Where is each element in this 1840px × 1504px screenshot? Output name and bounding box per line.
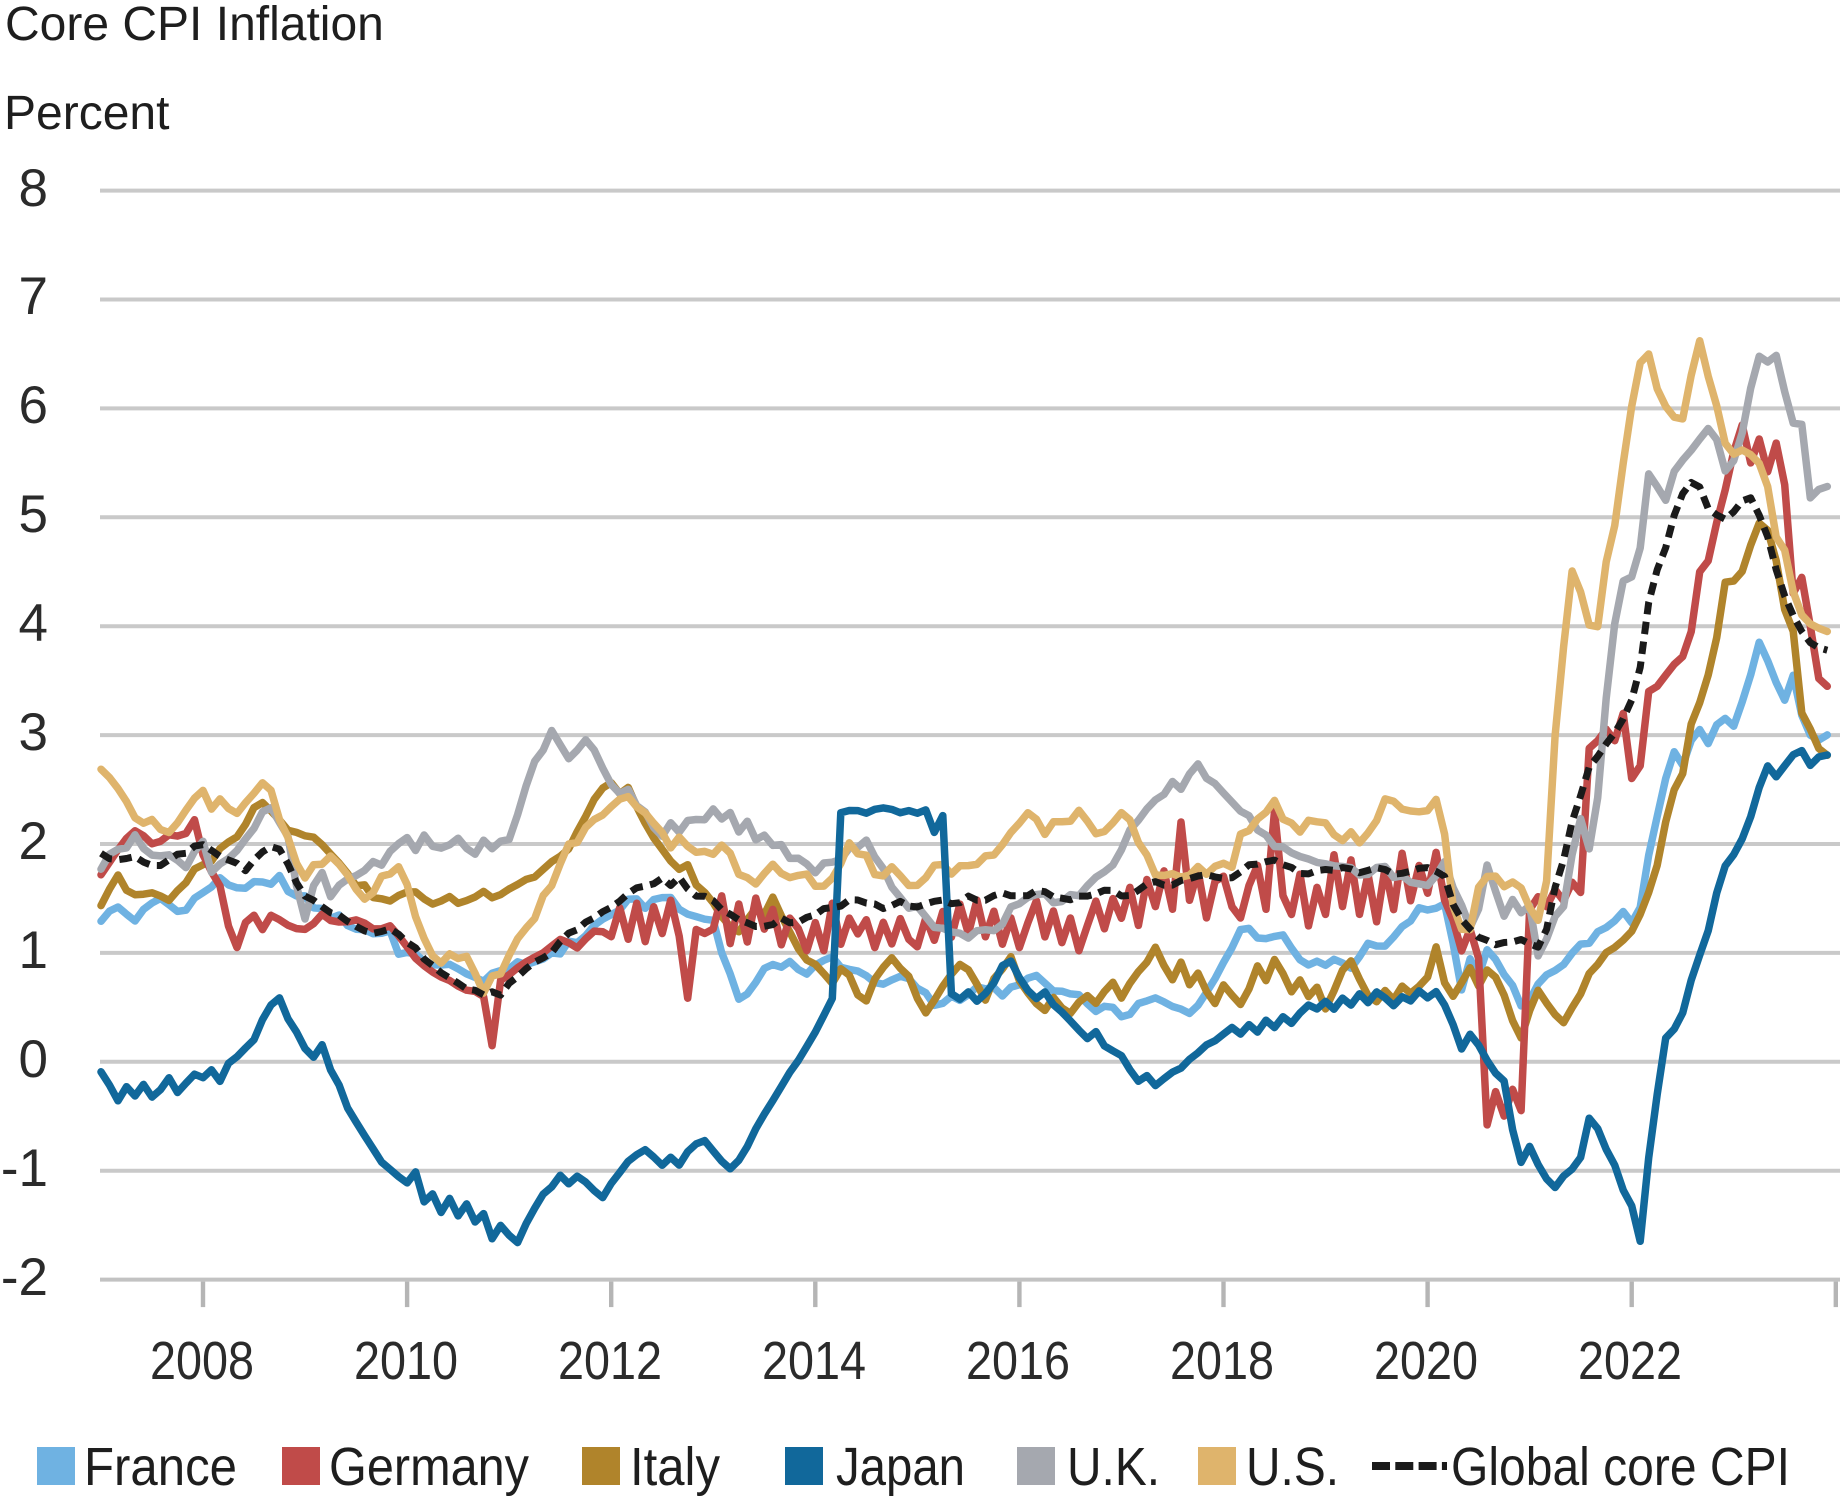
svg-text:-1: -1 <box>1 1139 48 1198</box>
svg-text:2012: 2012 <box>558 1331 662 1391</box>
svg-text:Germany: Germany <box>329 1437 529 1497</box>
svg-text:Global core CPI: Global core CPI <box>1451 1437 1790 1497</box>
svg-text:Core CPI Inflation: Core CPI Inflation <box>5 0 384 51</box>
svg-text:2: 2 <box>19 812 48 871</box>
svg-text:3: 3 <box>19 703 48 762</box>
svg-text:2016: 2016 <box>966 1331 1070 1391</box>
svg-text:2022: 2022 <box>1578 1331 1682 1391</box>
svg-text:5: 5 <box>19 485 48 544</box>
svg-text:U.K.: U.K. <box>1067 1437 1160 1497</box>
svg-text:2020: 2020 <box>1374 1331 1478 1391</box>
svg-text:Percent: Percent <box>4 87 169 140</box>
svg-text:Japan: Japan <box>836 1437 965 1497</box>
svg-text:1: 1 <box>19 921 48 980</box>
svg-text:2010: 2010 <box>354 1331 458 1391</box>
svg-text:-2: -2 <box>1 1248 48 1307</box>
svg-text:6: 6 <box>19 376 48 435</box>
svg-text:4: 4 <box>19 594 48 653</box>
svg-text:U.S.: U.S. <box>1246 1437 1339 1497</box>
svg-text:2018: 2018 <box>1170 1331 1274 1391</box>
svg-text:8: 8 <box>19 159 48 218</box>
svg-text:0: 0 <box>19 1030 48 1089</box>
svg-text:France: France <box>84 1437 237 1497</box>
svg-text:2008: 2008 <box>150 1331 254 1391</box>
svg-text:Italy: Italy <box>630 1437 720 1497</box>
svg-text:2014: 2014 <box>762 1331 866 1391</box>
svg-text:7: 7 <box>19 267 48 326</box>
